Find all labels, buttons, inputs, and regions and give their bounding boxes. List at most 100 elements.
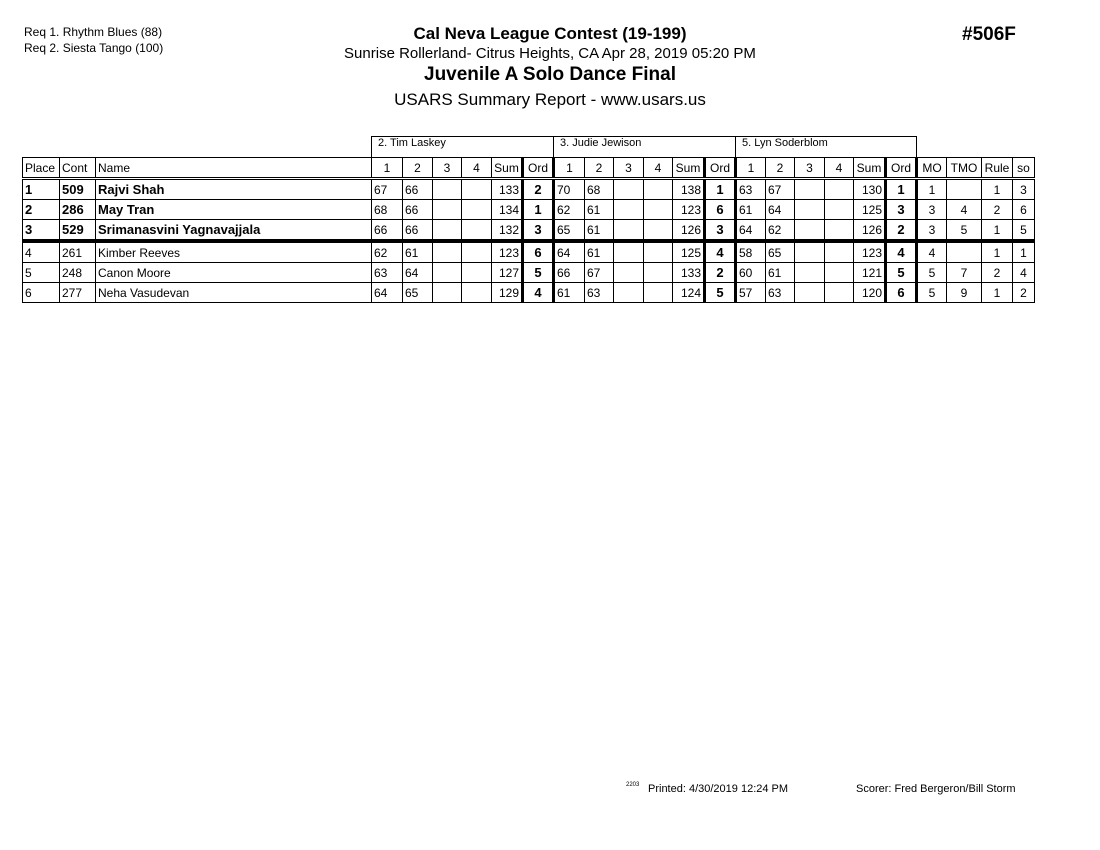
mo-cell: 1	[916, 178, 947, 200]
tmo-cell	[946, 178, 982, 200]
score-cell	[824, 240, 854, 263]
mo-cell: 3	[916, 199, 947, 220]
request-1: Req 1. Rhythm Blues (88)	[24, 25, 163, 39]
table-row: 2 286 May Tran 68 66 134 1 62 61 123 6 61 64 125 3 3 4 2 6	[22, 199, 1035, 220]
score-cell	[432, 282, 462, 303]
score-cell: 66	[402, 199, 433, 220]
ordinal-cell: 2	[521, 178, 555, 200]
results-table: 2. Tim Laskey 3. Judie Jewison 5. Lyn Sode…	[22, 136, 1035, 303]
score-cell: 65	[402, 282, 433, 303]
score-cell: 60	[735, 262, 766, 283]
cont-cell: 248	[59, 262, 96, 283]
ordinal-cell: 3	[521, 219, 555, 243]
contest-title: Cal Neva League Contest (19-199)	[413, 24, 687, 43]
score-cell	[461, 262, 492, 283]
place-cell: 5	[22, 262, 60, 283]
blank-cell	[23, 137, 372, 158]
header-place: Place	[22, 157, 60, 180]
score-cell: 63	[735, 178, 766, 200]
header-judge-col: 1	[371, 157, 403, 180]
score-cell: 61	[765, 262, 795, 283]
sum-cell: 121	[853, 262, 886, 283]
header-judge-col: 1	[553, 157, 585, 180]
score-cell: 57	[735, 282, 766, 303]
score-cell	[794, 199, 825, 220]
judge-header-row: 2. Tim Laskey 3. Judie Jewison 5. Lyn Sode…	[23, 136, 1035, 158]
ordinal-cell: 4	[703, 240, 737, 263]
printed-date: Printed: 4/30/2019 12:24 PM	[648, 783, 789, 795]
score-cell	[824, 282, 854, 303]
mo-cell: 5	[916, 262, 947, 283]
score-cell: 66	[553, 262, 585, 283]
score-cell: 62	[371, 240, 403, 263]
tmo-cell: 7	[946, 262, 982, 283]
score-cell: 67	[584, 262, 614, 283]
sum-cell: 126	[672, 219, 705, 243]
footer-mark: 2203	[626, 782, 640, 788]
score-cell	[824, 199, 854, 220]
header-judge-col: 3	[613, 157, 644, 180]
name-cell: Rajvi Shah	[95, 178, 372, 200]
place-cell: 4	[22, 240, 60, 263]
name-cell: Kimber Reeves	[95, 240, 372, 263]
ordinal-cell: 2	[884, 219, 918, 243]
header-judge-col: 4	[824, 157, 854, 180]
cont-cell: 286	[59, 199, 96, 220]
event-title: Juvenile A Solo Dance Final	[424, 64, 676, 85]
sum-cell: 124	[672, 282, 705, 303]
sum-cell: 130	[853, 178, 886, 200]
score-cell	[461, 240, 492, 263]
header-judge-col: Sum	[491, 157, 523, 180]
score-cell	[613, 199, 644, 220]
score-cell	[794, 240, 825, 263]
cont-cell: 261	[59, 240, 96, 263]
so-cell: 3	[1012, 178, 1035, 200]
header-judge-col: Sum	[853, 157, 886, 180]
score-cell	[461, 219, 492, 243]
score-cell: 61	[584, 240, 614, 263]
ordinal-cell: 4	[521, 282, 555, 303]
header-judge-col: 2	[765, 157, 795, 180]
so-cell: 6	[1012, 199, 1035, 220]
score-cell: 65	[553, 219, 585, 243]
score-cell	[432, 262, 462, 283]
name-cell: Canon Moore	[95, 262, 372, 283]
rule-cell: 2	[981, 199, 1013, 220]
score-cell: 68	[584, 178, 614, 200]
sum-cell: 133	[672, 262, 705, 283]
tmo-cell: 4	[946, 199, 982, 220]
tmo-cell: 5	[946, 219, 982, 243]
rule-cell: 1	[981, 240, 1013, 263]
header-judge-col: 4	[461, 157, 492, 180]
ordinal-cell: 6	[884, 282, 918, 303]
score-cell: 61	[553, 282, 585, 303]
rule-cell: 1	[981, 219, 1013, 243]
ordinal-cell: 1	[521, 199, 555, 220]
score-cell	[461, 199, 492, 220]
score-cell: 67	[765, 178, 795, 200]
judge-name: 5. Lyn Soderblom	[735, 136, 917, 158]
cont-cell: 277	[59, 282, 96, 303]
ordinal-cell: 3	[703, 219, 737, 243]
cont-cell: 509	[59, 178, 96, 200]
score-cell: 61	[584, 219, 614, 243]
header-judge-col: Ord	[521, 157, 555, 180]
tmo-cell: 9	[946, 282, 982, 303]
so-cell: 5	[1012, 219, 1035, 243]
table-row: 5 248 Canon Moore 63 64 127 5 66 67 133 2 60 61 121 5 5…	[22, 262, 1035, 283]
blank-cell	[917, 137, 1035, 158]
header-judge-col: Ord	[884, 157, 918, 180]
score-cell: 61	[735, 199, 766, 220]
score-cell: 63	[584, 282, 614, 303]
header-judge-col: 2	[584, 157, 614, 180]
place-cell: 6	[22, 282, 60, 303]
header-judge-col: Sum	[672, 157, 705, 180]
ordinal-cell: 5	[521, 262, 555, 283]
cont-cell: 529	[59, 219, 96, 243]
sum-cell: 134	[491, 199, 523, 220]
column-header-row: Place Cont Name 1 2 3 4 Sum Ord 1 2 3 4 Sum Ord 1 2 3 4 Sum…	[22, 157, 1035, 180]
score-cell	[643, 240, 673, 263]
scorer: Scorer: Fred Bergeron/Bill Storm	[856, 783, 1016, 795]
so-cell: 2	[1012, 282, 1035, 303]
score-cell	[613, 282, 644, 303]
